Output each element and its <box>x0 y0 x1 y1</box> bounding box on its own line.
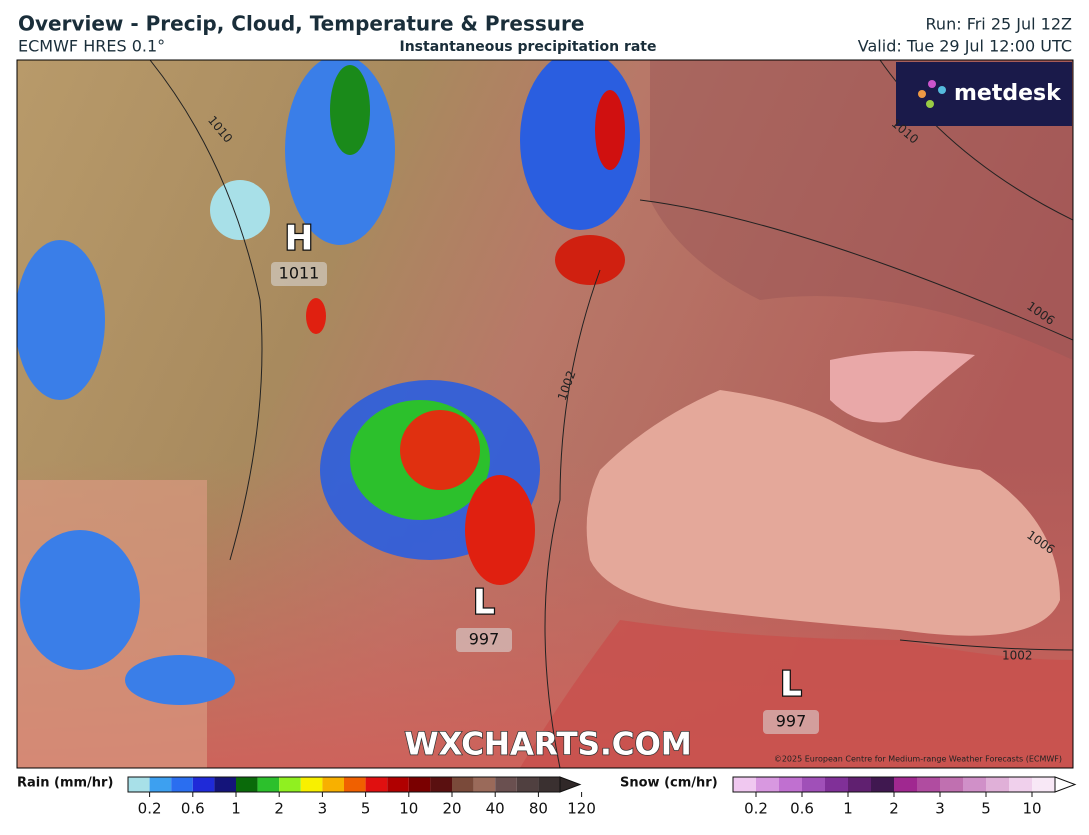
map-frame <box>16 59 1074 769</box>
map <box>17 60 1073 768</box>
run: Run: Fri 25 Jul 12Z <box>926 15 1073 34</box>
model: ECMWF HRES 0.1° <box>18 37 165 56</box>
pressure-center-box <box>271 262 327 286</box>
legend-tick-label: 80 <box>529 800 548 818</box>
legend-swatch <box>825 777 848 792</box>
legend-swatch <box>322 777 344 792</box>
legend-swatch <box>300 777 323 792</box>
pressure-center-value: 997 <box>469 630 500 649</box>
pressure-center-letter: L <box>473 583 495 623</box>
legend-swatch <box>1032 777 1055 792</box>
legend-swatch <box>236 777 258 792</box>
legend-swatch <box>128 777 150 792</box>
legend-swatch <box>344 777 366 792</box>
legend-tick-label: 0.2 <box>744 800 768 818</box>
legend-swatch <box>452 777 474 792</box>
legend-tick-label: 10 <box>1022 800 1041 818</box>
pressure-center-box <box>763 710 819 734</box>
legend-tick-label: 3 <box>935 800 945 818</box>
copyright: ©2025 European Centre for Medium-range W… <box>774 755 1062 764</box>
legend-swatch <box>756 777 779 792</box>
legend-swatch <box>171 777 193 792</box>
legend-swatch <box>733 777 756 792</box>
rain-legend-label: Rain (mm/hr) <box>17 776 113 791</box>
pressure-center-value: 1011 <box>279 264 320 283</box>
legend-swatch <box>365 777 388 792</box>
legend-tick-label: 0.2 <box>138 800 162 818</box>
legend-swatch <box>871 777 894 792</box>
legend-swatch <box>894 777 917 792</box>
legend-tick-label: 20 <box>442 800 461 818</box>
legend-swatch <box>192 777 215 792</box>
precipitation <box>17 60 640 705</box>
legend-swatch <box>473 777 496 792</box>
legend-tick-label: 0.6 <box>181 800 205 818</box>
legend-swatch <box>279 777 301 792</box>
legend-tick-label: 5 <box>981 800 991 818</box>
legend-tick-label: 1 <box>843 800 853 818</box>
isobar-label: 1002 <box>1002 649 1033 663</box>
pressure-center-letter: L <box>780 665 802 705</box>
pressure-center-letter: H <box>285 219 313 259</box>
legend-swatch <box>848 777 871 792</box>
legend-tick-label: 1 <box>231 800 241 818</box>
title: Overview - Precip, Cloud, Temperature & … <box>18 12 584 36</box>
legend-swatch <box>538 777 560 792</box>
logo-icon <box>918 80 946 108</box>
legend-swatch <box>802 777 825 792</box>
legend-swatch <box>516 777 539 792</box>
legend-swatch <box>940 777 963 792</box>
legend-swatch <box>408 777 431 792</box>
legend-swatch <box>917 777 940 792</box>
field: Instantaneous precipitation rate <box>400 39 657 55</box>
legend-arrow <box>559 776 582 793</box>
legend-arrow <box>1054 776 1077 793</box>
legend-tick-label: 3 <box>318 800 328 818</box>
legend-swatch <box>963 777 986 792</box>
legend-swatch <box>257 777 280 792</box>
pressure-center-box <box>456 628 512 652</box>
pressure-center-value: 997 <box>776 712 807 731</box>
logo: metdesk <box>954 81 1062 106</box>
watermark: WXCHARTS.COM <box>404 727 691 763</box>
legend-swatch <box>495 777 517 792</box>
legend-tick-label: 10 <box>399 800 418 818</box>
legend-swatch <box>779 777 802 792</box>
legend-swatch <box>214 777 236 792</box>
legend-tick-label: 40 <box>486 800 505 818</box>
legend-tick-label: 2 <box>274 800 284 818</box>
legend-swatch <box>986 777 1009 792</box>
legend-tick-label: 2 <box>889 800 899 818</box>
legend-swatch <box>387 777 409 792</box>
legend-frame <box>127 776 561 793</box>
legend-swatch <box>149 777 172 792</box>
legend-swatch <box>1009 777 1032 792</box>
legend-swatch <box>430 777 452 792</box>
legend-tick-label: 120 <box>567 800 596 818</box>
legend-tick-label: 0.6 <box>790 800 814 818</box>
legend-tick-label: 5 <box>361 800 371 818</box>
valid: Valid: Tue 29 Jul 12:00 UTC <box>858 37 1072 56</box>
snow-legend-label: Snow (cm/hr) <box>620 776 718 791</box>
